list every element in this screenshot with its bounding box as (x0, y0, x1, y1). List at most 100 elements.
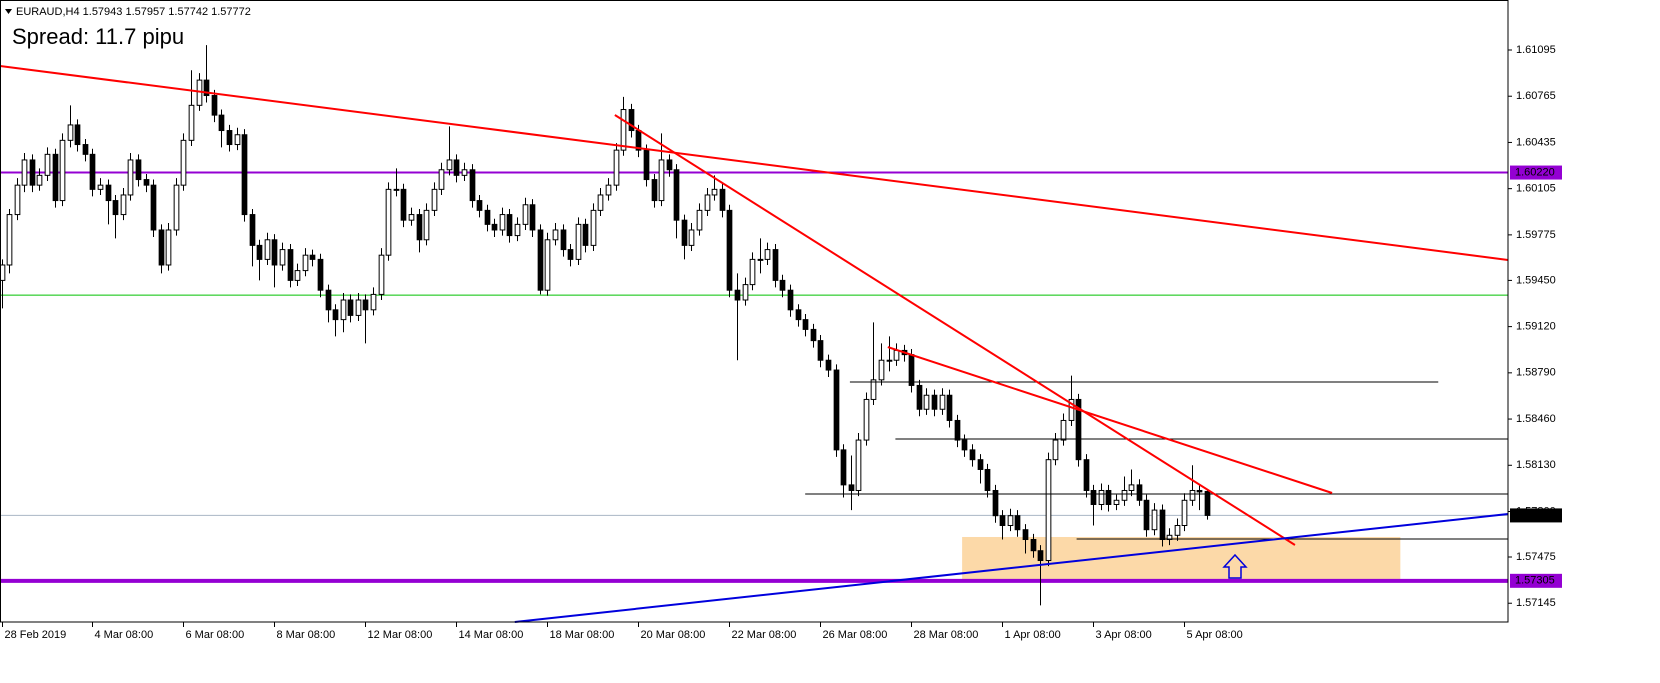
candle-body (423, 209, 430, 241)
candle-body (620, 109, 627, 151)
candle-body (658, 159, 665, 202)
candle-body (529, 204, 536, 231)
candle-body (999, 515, 1006, 526)
candle-body (544, 239, 551, 291)
y-tick-label: 1.61095 (1516, 44, 1556, 56)
candle-body (393, 188, 400, 191)
candle-body (1037, 550, 1044, 562)
candle-body (438, 169, 445, 190)
y-tick-label: 1.59120 (1516, 321, 1556, 333)
candle-body (1128, 484, 1135, 491)
spread-label: Spread: 11.7 pipu (12, 24, 184, 49)
candle-body (1052, 439, 1059, 461)
candle-body (211, 95, 218, 116)
y-tick-label: 1.57475 (1516, 551, 1556, 563)
price-box (1510, 508, 1562, 523)
candle-body (158, 229, 165, 266)
low: 1.57742 (168, 6, 208, 18)
candle-body (294, 270, 301, 281)
candle-body (757, 258, 764, 261)
candle-body (575, 223, 582, 260)
candle-body (643, 149, 650, 181)
candle-body (287, 249, 294, 281)
candle-layer (0, 45, 1211, 606)
x-tick-label: 12 Mar 08:00 (368, 629, 433, 641)
candle-body (234, 134, 241, 146)
candle-body (1196, 489, 1203, 493)
candle-body (332, 309, 339, 321)
candle-body (143, 179, 150, 186)
candle-body (355, 299, 362, 316)
candle-body (1159, 509, 1166, 541)
candle-body (734, 289, 741, 301)
candle-body (165, 229, 172, 266)
candle-body (1143, 499, 1150, 531)
candle-body (1068, 398, 1075, 421)
candle-body (923, 394, 930, 410)
candle-body (597, 194, 604, 211)
candle-body (1083, 459, 1090, 491)
y-tick-label: 1.60105 (1516, 183, 1556, 195)
candle-body (226, 130, 233, 146)
candle-body (802, 319, 809, 330)
high: 1.57957 (125, 6, 165, 18)
candle-body (961, 439, 968, 451)
y-tick-label: 1.60435 (1516, 136, 1556, 148)
candle-body (105, 184, 112, 202)
candle-body (613, 149, 620, 186)
candle-body (271, 239, 278, 266)
level-box (1510, 573, 1562, 588)
candle-body (688, 229, 695, 246)
candle-body (36, 174, 43, 186)
candle-body (1007, 515, 1014, 526)
candle-body (416, 214, 423, 241)
candle-body (870, 379, 877, 400)
axis-layer: 1.61095 1.60765 1.60435 1.60105 1.59775 1.594… (2, 44, 1562, 641)
candle-body (552, 229, 559, 241)
candle-body (848, 484, 855, 491)
level-label: 1.60220 (1515, 166, 1555, 178)
candle-body (1045, 459, 1052, 562)
candle-body (6, 214, 13, 266)
candle-body (772, 249, 779, 281)
candle-body (378, 254, 385, 295)
candle-body (431, 188, 438, 211)
candle-body (916, 384, 923, 410)
candle-body (605, 184, 612, 196)
candle-body (506, 214, 513, 237)
x-tick-label: 18 Mar 08:00 (550, 629, 615, 641)
candle-body (810, 328, 817, 342)
candle-body (514, 223, 521, 237)
open: 1.57943 (83, 6, 123, 18)
zone-layer (962, 536, 1401, 580)
candle-body (385, 188, 392, 256)
candle-body (340, 299, 347, 321)
candle-body (984, 468, 991, 491)
candle-body (742, 284, 749, 301)
y-tick-label: 1.58460 (1516, 413, 1556, 425)
candle-body (347, 299, 354, 316)
y-tick-label: 1.60765 (1516, 90, 1556, 102)
candle-body (1060, 419, 1067, 441)
candle-body (21, 159, 28, 186)
candle-body (1098, 489, 1105, 505)
candle-body (127, 159, 134, 196)
candle-body (954, 419, 961, 441)
candle-body (931, 394, 938, 410)
candle-body (370, 293, 377, 311)
candle-body (218, 114, 225, 132)
candle-body (203, 79, 210, 97)
candle-body (590, 209, 597, 246)
candle-body (408, 214, 415, 221)
candle-body (560, 229, 567, 251)
candle-body (878, 359, 885, 381)
x-tick-label: 4 Mar 08:00 (95, 629, 154, 641)
candle-body (567, 249, 574, 260)
candle-body (969, 449, 976, 461)
trend-line (614, 114, 1296, 546)
candle-body (628, 109, 635, 132)
candle-body (704, 194, 711, 211)
x-tick-label: 26 Mar 08:00 (823, 629, 888, 641)
trend-line (514, 513, 1509, 623)
